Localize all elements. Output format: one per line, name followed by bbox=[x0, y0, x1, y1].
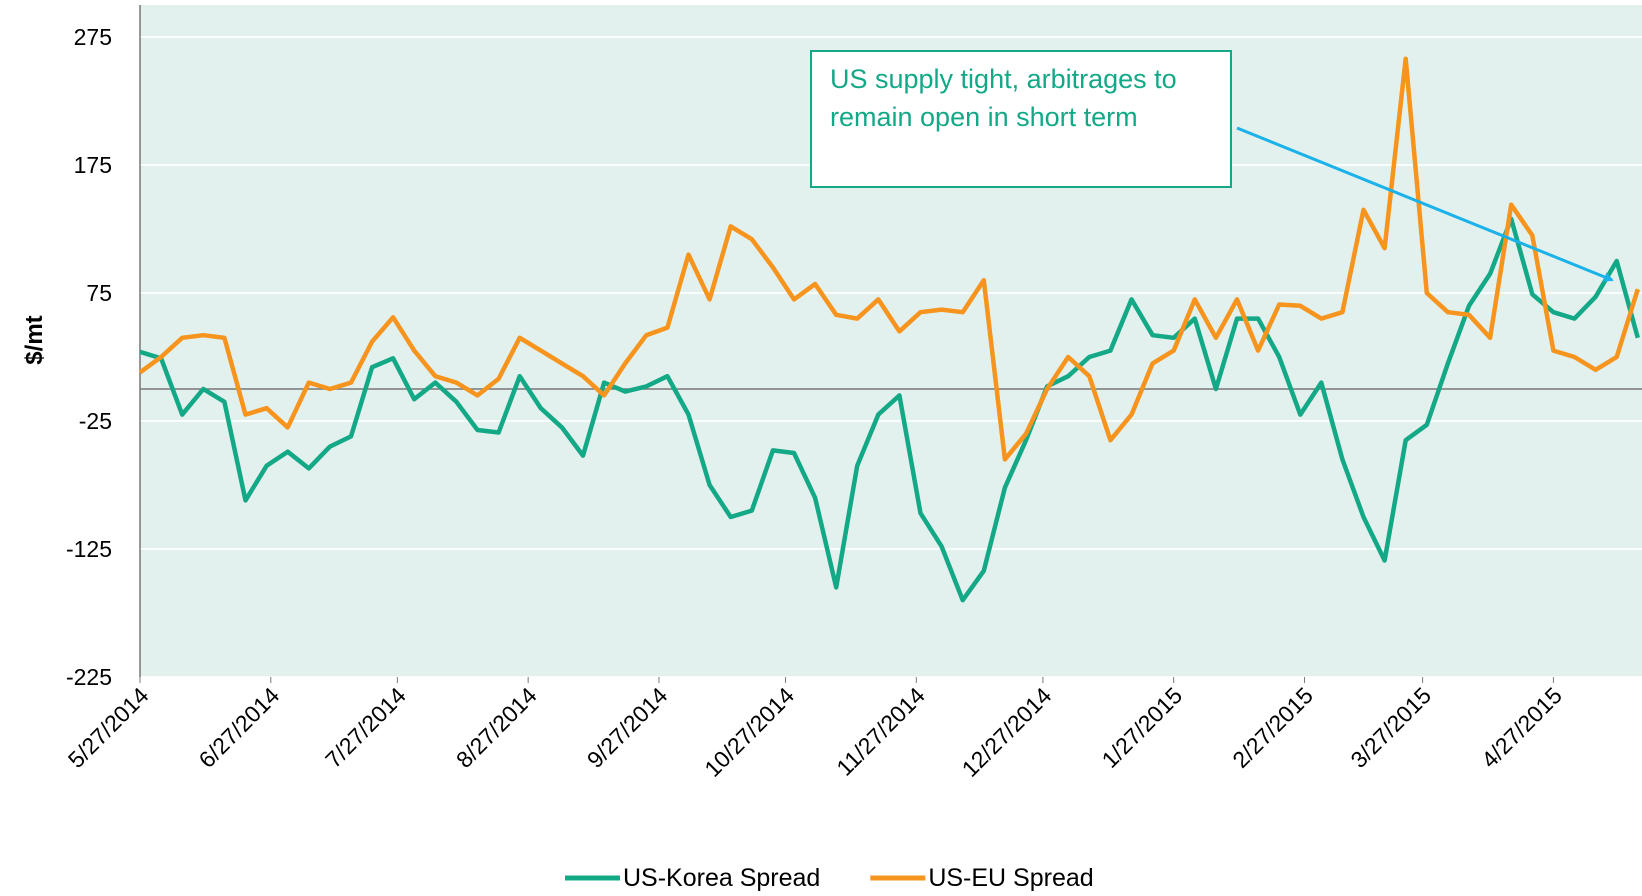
annotation: US supply tight, arbitrages to remain op… bbox=[810, 50, 1232, 188]
y-tick-label: -225 bbox=[66, 664, 112, 690]
y-tick-label: -125 bbox=[66, 536, 112, 562]
x-tick-label: 8/27/2014 bbox=[451, 682, 542, 773]
x-tick-label: 3/27/2015 bbox=[1345, 682, 1436, 773]
x-tick-label: 2/27/2015 bbox=[1227, 682, 1318, 773]
y-axis-title: $/mt bbox=[21, 315, 48, 364]
x-tick-label: 4/27/2015 bbox=[1476, 682, 1567, 773]
y-tick-label: 175 bbox=[74, 152, 112, 178]
x-tick-label: 11/27/2014 bbox=[831, 682, 930, 781]
x-tick-label: 7/27/2014 bbox=[320, 682, 411, 773]
y-tick-label: -25 bbox=[79, 408, 112, 434]
y-tick-label: 275 bbox=[74, 24, 112, 50]
series-line bbox=[138, 56, 1640, 462]
y-tick-label: 75 bbox=[86, 280, 112, 306]
x-tick-label: 9/27/2014 bbox=[582, 682, 673, 773]
legend-label: US-EU Spread bbox=[928, 864, 1093, 892]
x-tick-label: 12/27/2014 bbox=[957, 682, 1057, 782]
series-line bbox=[139, 216, 1640, 603]
annotation-arrow bbox=[1236, 126, 1614, 282]
x-tick-label: 6/27/2014 bbox=[194, 682, 285, 773]
x-tick-label: 1/27/2015 bbox=[1096, 682, 1187, 773]
x-tick-label: 10/27/2014 bbox=[699, 682, 799, 782]
legend-label: US-Korea Spread bbox=[623, 864, 820, 892]
x-tick-label: 5/27/2014 bbox=[63, 682, 154, 773]
